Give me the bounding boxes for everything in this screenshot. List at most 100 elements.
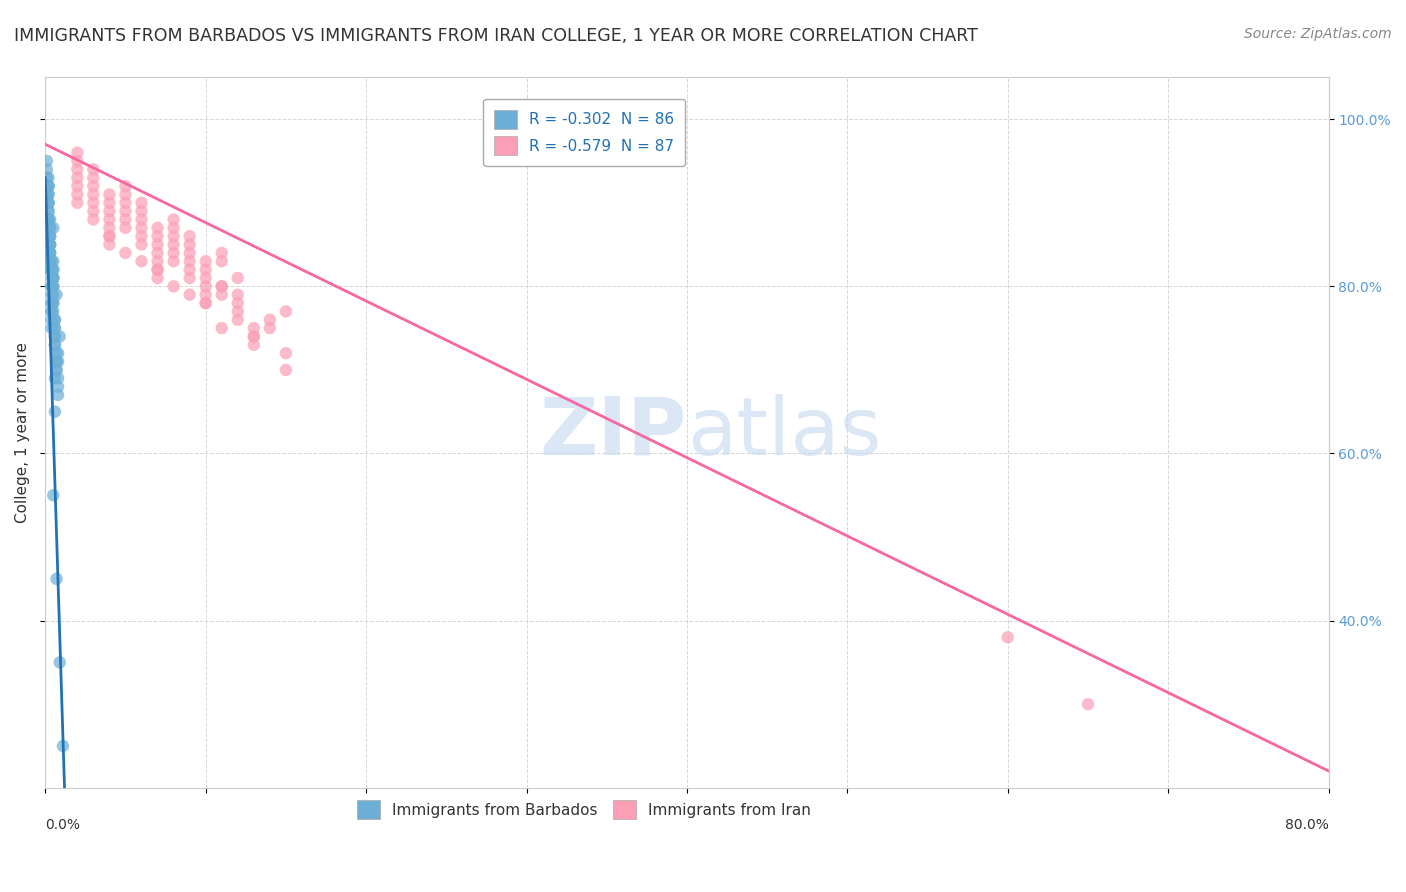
Point (46, 354, 69, 368)
Point (274, 346, 297, 360)
Point (37, 195, 59, 210)
Point (82, 187, 104, 202)
Legend: Immigrants from Barbados, Immigrants from Iran: Immigrants from Barbados, Immigrants fro… (347, 789, 823, 830)
Point (146, 254, 169, 268)
Text: atlas: atlas (688, 393, 882, 472)
Point (41, 321, 63, 335)
Point (41, 279, 63, 293)
Point (44, 329, 66, 343)
Point (66, 145, 89, 160)
Point (146, 237, 169, 252)
Point (44, 338, 66, 352)
Point (46, 371, 69, 385)
Point (162, 212, 184, 227)
Point (82, 170, 104, 185)
Point (162, 220, 184, 235)
Point (211, 246, 233, 260)
Point (98, 195, 121, 210)
Point (82, 179, 104, 194)
Point (41, 304, 63, 318)
Point (41, 287, 63, 301)
Point (41, 304, 63, 318)
Point (41, 262, 63, 277)
Point (39, 237, 62, 252)
Point (131, 212, 153, 227)
Point (274, 363, 297, 377)
Point (66, 195, 89, 210)
Point (98, 229, 121, 244)
Point (39, 220, 62, 235)
Point (98, 204, 121, 219)
Point (226, 296, 249, 310)
Text: 80.0%: 80.0% (1285, 818, 1329, 832)
Point (98, 237, 121, 252)
Point (114, 187, 136, 202)
Point (42, 296, 65, 310)
Point (37, 179, 59, 194)
Point (35, 187, 58, 202)
Point (146, 229, 169, 244)
Point (39, 246, 62, 260)
Point (194, 262, 217, 277)
Point (211, 321, 233, 335)
Point (98, 229, 121, 244)
Point (39, 229, 62, 244)
Point (146, 271, 169, 285)
Point (146, 262, 169, 277)
Point (39, 229, 62, 244)
Point (42, 488, 65, 502)
Point (42, 254, 65, 268)
Point (44, 371, 66, 385)
Text: Source: ZipAtlas.com: Source: ZipAtlas.com (1244, 27, 1392, 41)
Point (39, 262, 62, 277)
Point (179, 287, 201, 301)
Point (131, 254, 153, 268)
Point (44, 405, 66, 419)
Point (45, 346, 67, 360)
Point (211, 279, 233, 293)
Point (131, 204, 153, 219)
Point (114, 212, 136, 227)
Point (66, 162, 89, 177)
Y-axis label: College, 1 year or more: College, 1 year or more (15, 343, 30, 523)
Point (179, 254, 201, 268)
Point (42, 262, 65, 277)
Point (98, 212, 121, 227)
Point (82, 195, 104, 210)
Point (114, 195, 136, 210)
Point (39, 254, 62, 268)
Point (44, 312, 66, 326)
Point (42, 271, 65, 285)
Point (39, 212, 62, 227)
Point (114, 204, 136, 219)
Point (44, 312, 66, 326)
Point (41, 279, 63, 293)
Point (179, 262, 201, 277)
Point (39, 262, 62, 277)
Point (37, 195, 59, 210)
Point (146, 246, 169, 260)
Point (44, 321, 66, 335)
Point (179, 246, 201, 260)
Point (194, 279, 217, 293)
Point (42, 279, 65, 293)
Point (114, 246, 136, 260)
Point (37, 195, 59, 210)
Point (42, 296, 65, 310)
Point (39, 246, 62, 260)
Point (39, 237, 62, 252)
Point (41, 312, 63, 326)
Point (98, 220, 121, 235)
Point (37, 187, 59, 202)
Point (194, 254, 217, 268)
Point (82, 162, 104, 177)
Point (37, 212, 59, 227)
Point (45, 572, 67, 586)
Point (243, 321, 266, 335)
Point (131, 229, 153, 244)
Point (131, 220, 153, 235)
Point (179, 271, 201, 285)
Point (226, 271, 249, 285)
Point (41, 296, 63, 310)
Point (243, 329, 266, 343)
